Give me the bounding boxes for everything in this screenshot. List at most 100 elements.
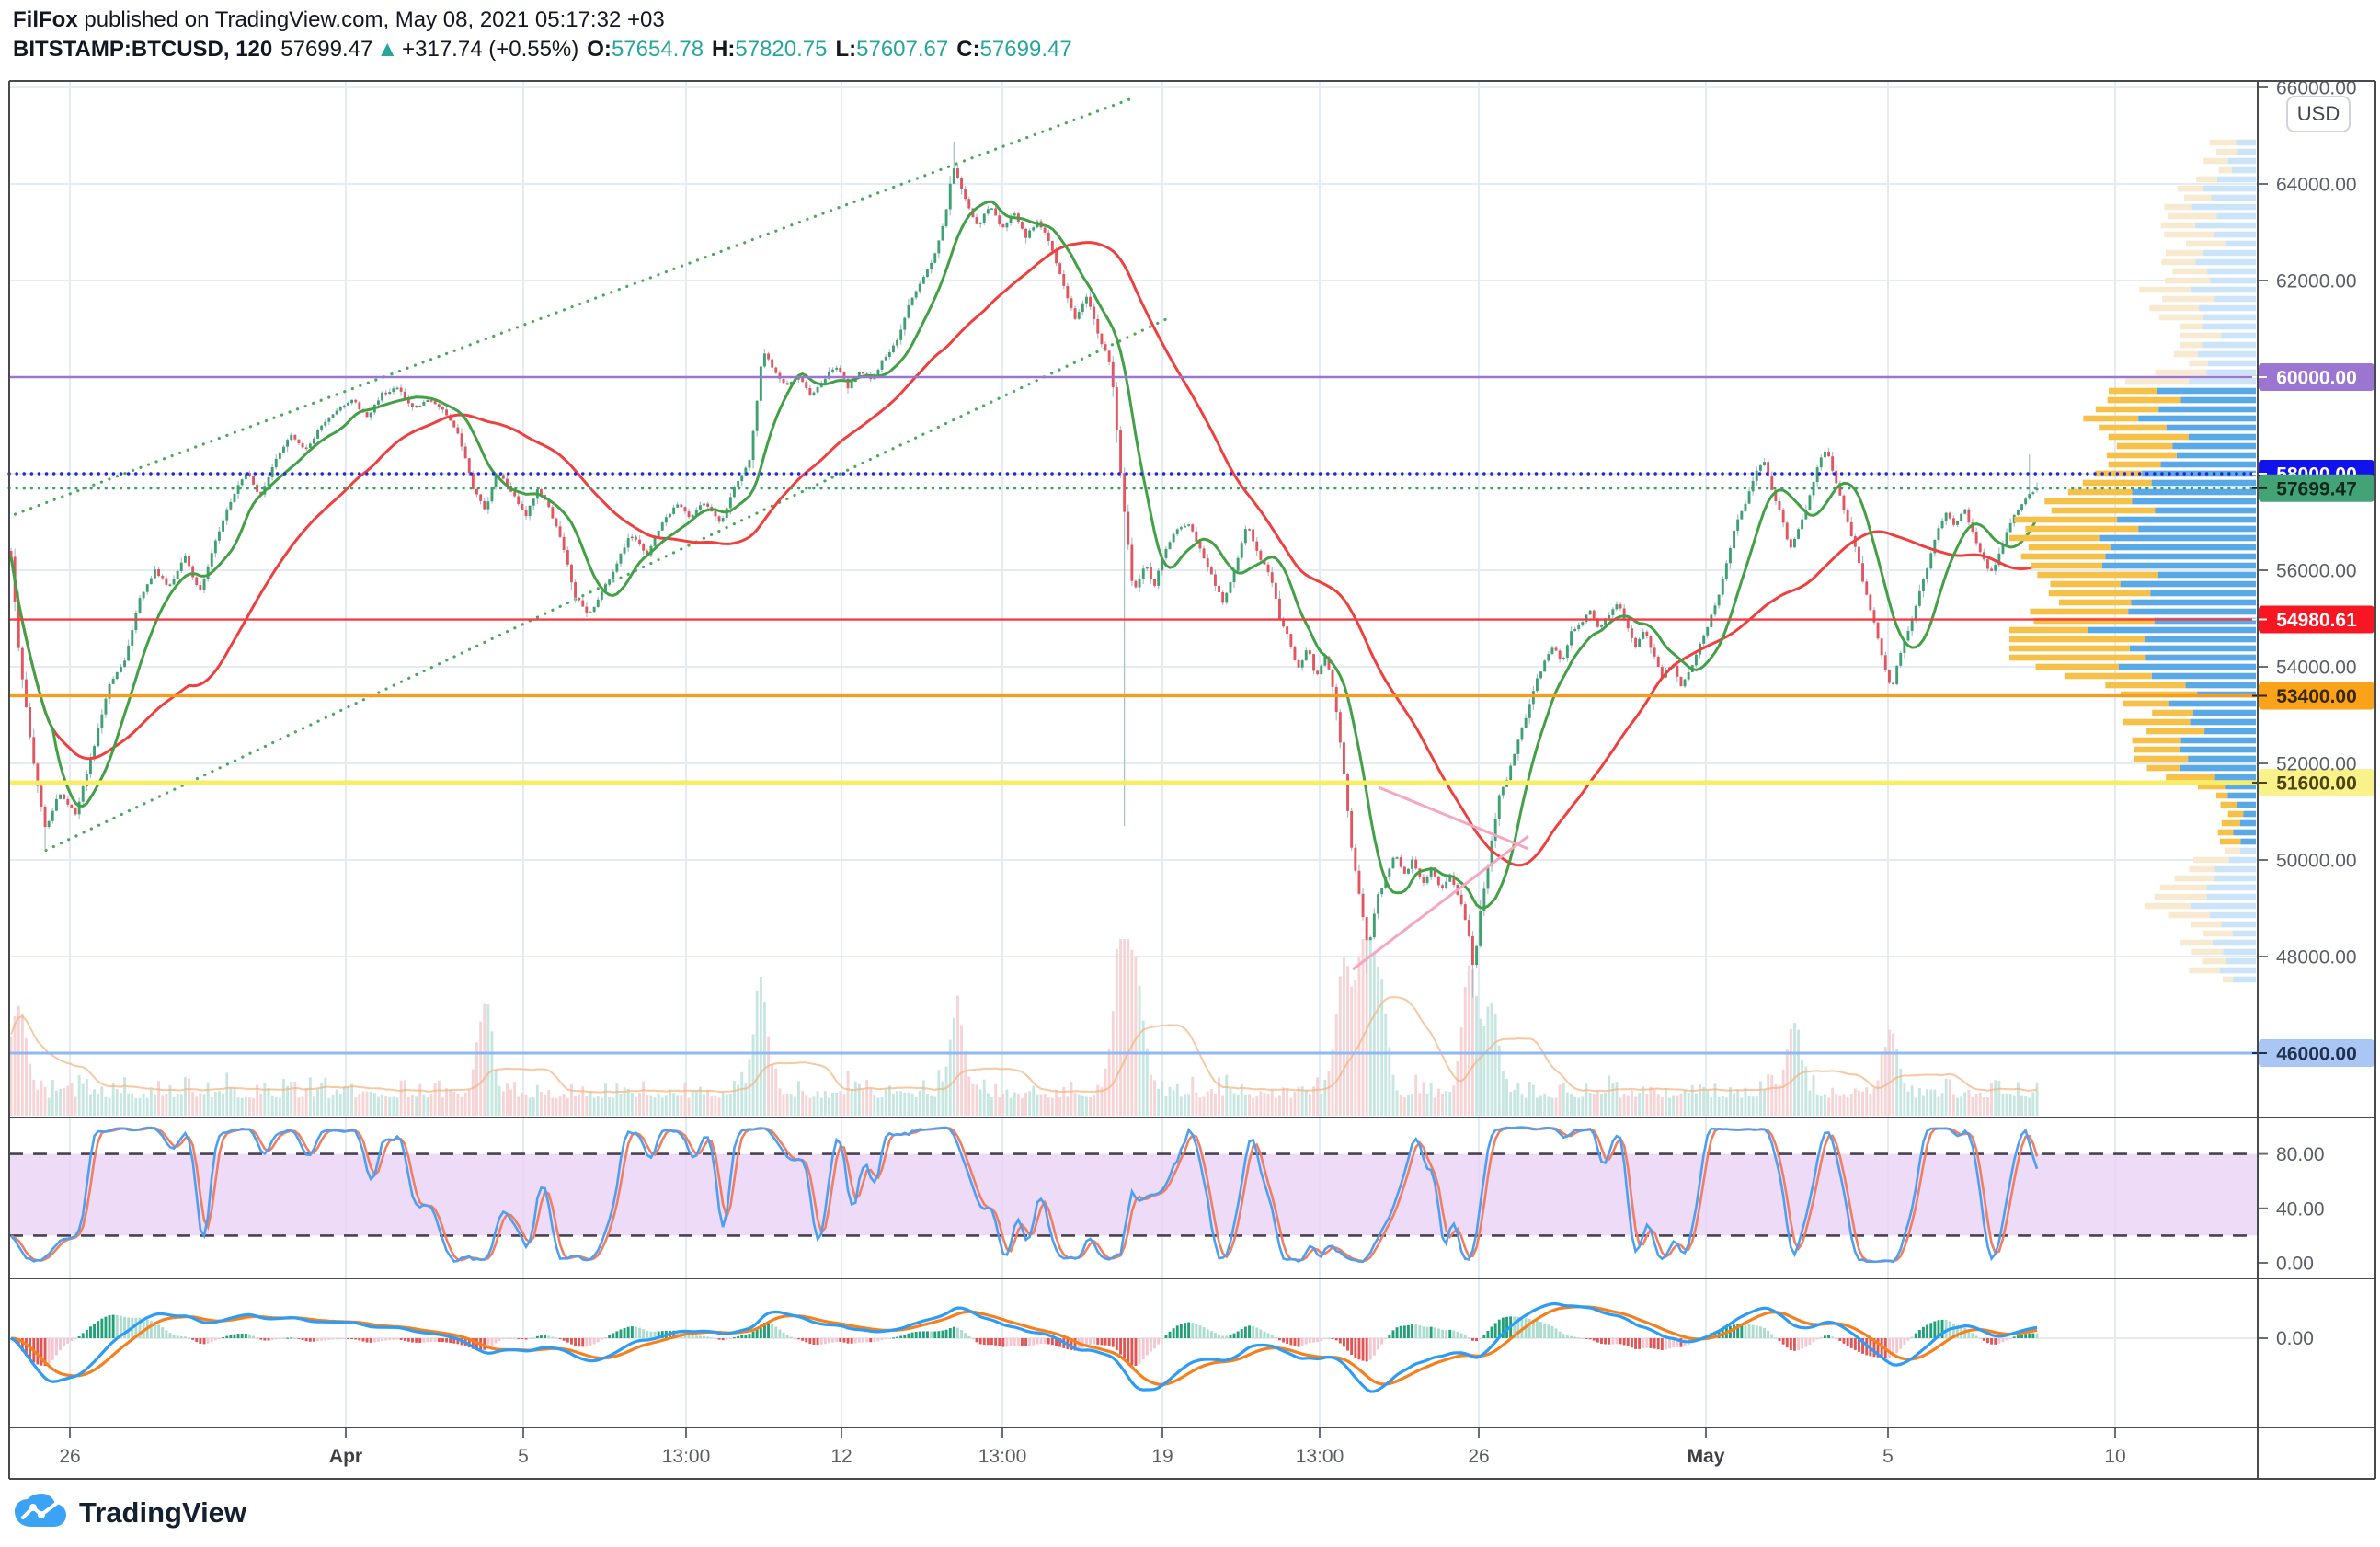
profile-row-left — [2203, 930, 2233, 937]
candle-body — [785, 383, 789, 385]
fast-ma-line[interactable] — [9, 200, 2039, 910]
candle-body — [1436, 876, 1440, 886]
volume-bar — [596, 1096, 600, 1116]
candle-body — [1801, 519, 1804, 530]
profile-row-left — [2048, 590, 2151, 597]
macd-histogram-bar — [441, 1338, 444, 1343]
triangle-lower-line[interactable] — [1352, 834, 1529, 971]
macd-histogram-bar — [240, 1333, 244, 1338]
volume-bar — [669, 1089, 671, 1116]
volume-bar — [1668, 1097, 1671, 1116]
macd-histogram-bar — [168, 1333, 172, 1338]
volume-bar — [1334, 1014, 1338, 1116]
candle-body — [338, 407, 342, 411]
profile-row-left — [2067, 488, 2133, 496]
profile-row-left — [2173, 350, 2198, 358]
candle-body — [213, 540, 217, 554]
volume-bar — [680, 1095, 683, 1116]
volume-bar — [40, 1080, 43, 1116]
macd-histogram-bar — [990, 1338, 993, 1346]
volume-bar — [1626, 1095, 1630, 1116]
triangle-pattern[interactable] — [1352, 785, 1529, 971]
profile-row-right — [2110, 544, 2256, 551]
slow-ma-line[interactable] — [9, 241, 2038, 867]
candle-body — [1986, 559, 1989, 569]
candle-body — [286, 440, 289, 447]
profile-row-right — [2232, 976, 2256, 983]
volume-bar — [1577, 1097, 1581, 1116]
profile-row-left — [2125, 378, 2190, 385]
macd-histogram-bar — [1157, 1338, 1161, 1345]
candle-body — [748, 460, 751, 468]
volume-bar — [1789, 1028, 1792, 1116]
macd-histogram-bar — [25, 1338, 28, 1356]
volume-bar — [521, 1093, 524, 1116]
price-tick-label: 56000.00 — [2276, 561, 2357, 582]
channel-trendline[interactable] — [7, 95, 1138, 519]
volume-bar — [1286, 1088, 1289, 1116]
tradingview-logo[interactable]: TradingView — [11, 1492, 246, 1534]
candle-body — [429, 400, 433, 402]
main-pane[interactable] — [9, 81, 2375, 1117]
profile-row-left — [2190, 921, 2222, 928]
time-axis-scale[interactable]: 26 Apr 5 13:00 12 13:00 19 13:00 26 May 5 10 — [59, 1427, 2126, 1467]
candle-body — [547, 499, 551, 508]
candle-body — [149, 578, 153, 585]
candle-body — [471, 473, 475, 489]
volume-bar — [1978, 1092, 1982, 1116]
candle-body — [1642, 631, 1645, 639]
macd-pane[interactable] — [9, 1278, 2375, 1427]
candle-body — [1323, 656, 1327, 666]
macd-histogram-bar — [1861, 1338, 1864, 1354]
candle-body — [1259, 550, 1263, 560]
candle-body — [540, 489, 543, 496]
time-tick-label: 13:00 — [1296, 1446, 1344, 1467]
macd-histogram-bar — [1308, 1338, 1311, 1343]
macd-histogram-bar — [982, 1338, 986, 1346]
candle-body — [1312, 654, 1315, 671]
macd-histogram-bar — [805, 1338, 808, 1343]
price-axis-scale[interactable]: 66000.0064000.0062000.0056000.0054000.00… — [2258, 78, 2357, 1350]
volume-bar — [1164, 1096, 1168, 1116]
macd-histogram-bar — [1411, 1324, 1413, 1338]
volume-bar — [501, 1091, 505, 1116]
macd-histogram-bar — [604, 1337, 607, 1338]
macd-histogram-bar — [1994, 1338, 1997, 1345]
profile-row-right — [2145, 654, 2256, 661]
macd-histogram-bar — [1611, 1338, 1615, 1345]
candle-body — [1073, 308, 1077, 319]
volume-bar — [664, 1095, 668, 1116]
volume-bar — [1835, 1094, 1838, 1116]
currency-toggle-button[interactable]: USD — [2286, 96, 2351, 132]
triangle-upper-line[interactable] — [1378, 785, 1529, 851]
volume-bar — [29, 1063, 31, 1116]
candle-body — [1081, 303, 1084, 313]
volume-bar — [1198, 1097, 1202, 1116]
profile-row-right — [2191, 203, 2256, 211]
macd-histogram-bar — [278, 1338, 281, 1339]
macd-histogram-bar — [297, 1338, 301, 1339]
macd-histogram-bar — [2017, 1335, 2020, 1338]
macd-histogram-bar — [184, 1336, 187, 1338]
macd-histogram-bar — [361, 1338, 365, 1342]
symbol-title[interactable]: BITSTAMP:BTCUSD, 120 — [13, 37, 273, 62]
macd-histogram-bar — [1513, 1316, 1516, 1338]
macd-histogram-bar — [471, 1338, 475, 1349]
profile-row-left — [2037, 571, 2158, 579]
macd-histogram-bar — [467, 1338, 471, 1348]
time-tick-label: 26 — [1468, 1446, 1489, 1467]
volume-bar — [899, 1091, 903, 1116]
macd-histogram-bar — [1191, 1323, 1195, 1338]
volume-bar — [1202, 1096, 1206, 1116]
volume-bar — [1842, 1094, 1846, 1116]
volume-bar — [555, 1097, 558, 1116]
volume-bar — [967, 1076, 971, 1116]
profile-row-left — [2031, 562, 2103, 569]
candle-body — [1842, 495, 1846, 510]
macd-histogram-bar — [1467, 1337, 1470, 1339]
volume-bar — [986, 1093, 990, 1116]
volume-bar — [1380, 979, 1384, 1116]
macd-histogram-bar — [1179, 1324, 1183, 1338]
volume-bar — [1910, 1085, 1914, 1116]
